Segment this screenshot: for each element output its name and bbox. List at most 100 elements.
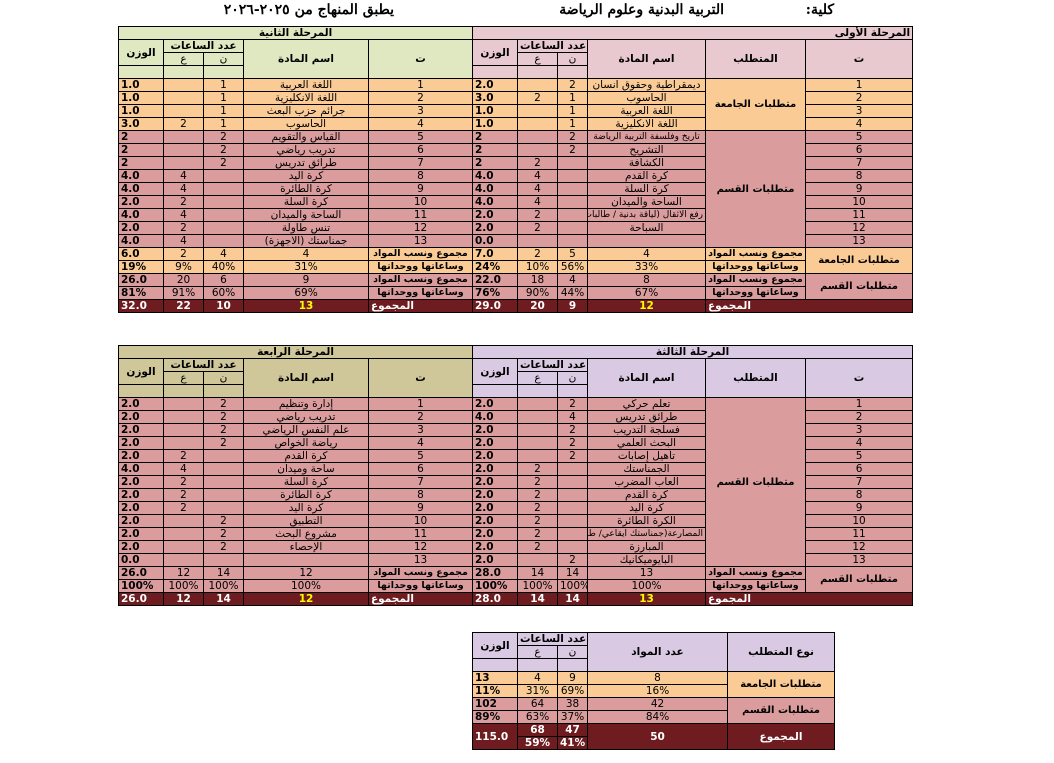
seq-header: ت xyxy=(804,358,914,398)
row-seq: 13 xyxy=(804,553,914,567)
row-seq: 8 xyxy=(804,488,914,502)
row-theory-hours: 1 xyxy=(557,104,588,118)
sum-label-line2: وساعاتها ووحداتها xyxy=(368,260,473,274)
practical-header: ع xyxy=(517,52,558,66)
row-seq: 9 xyxy=(367,501,474,515)
row-weight: 4.0 xyxy=(118,182,164,196)
requirement-header: المتطلب xyxy=(705,39,806,79)
row-theory-hours: 2 xyxy=(203,514,244,528)
summary-row: 26.0 12 14 12 مجموع ونسب المواد xyxy=(118,566,474,580)
theory-header: ن xyxy=(203,371,244,385)
row-weight: 2.0 xyxy=(472,78,518,92)
row-weight: 2.0 xyxy=(118,449,164,463)
total-practical: 20 xyxy=(517,299,558,313)
total-row: 28.0 14 14 13 المجموع xyxy=(472,592,914,606)
table-row: 2 2 تدريب رياضي 6 xyxy=(118,143,473,157)
row-subject-name: الساحة والميدان xyxy=(243,208,369,222)
sum-label-line1: مجموع ونسب المواد xyxy=(368,247,473,261)
row-weight: 2.0 xyxy=(472,488,518,502)
table-row: 1.0 1 اللغة العربية 1 xyxy=(118,78,473,92)
sum-practical: 9% xyxy=(163,260,204,274)
row-practical-hours xyxy=(517,234,558,248)
stage4-title: المرحلة الرابعة xyxy=(117,345,474,359)
total-theory: 9 xyxy=(557,299,588,313)
row-seq: 3 xyxy=(368,104,473,118)
row-practical-hours: 2 xyxy=(163,117,204,131)
row-subject-name: التشريح xyxy=(587,143,706,157)
table-row: 2.0 2 كرة القدم 8 xyxy=(472,488,914,502)
table-row: 1.0 1 اللغة العربية 3 xyxy=(472,104,914,118)
row-theory-hours: 2 xyxy=(557,553,588,567)
table-row: 2.0 2 كرة اليد 9 xyxy=(118,501,474,515)
row-subject-name: اللغة الانكليزية xyxy=(587,117,706,131)
table-row: 2.0 2 مشروع البحث 11 xyxy=(118,527,474,541)
row-practical-hours: 2 xyxy=(163,195,204,209)
sum-weight: 76% xyxy=(472,286,518,300)
summary-dept-theory: 38 xyxy=(557,697,588,711)
row-theory-hours xyxy=(557,527,588,541)
row-subject-name: إدارة وتنظيم xyxy=(243,397,369,411)
total-label: المجموع xyxy=(704,592,914,606)
total-theory: 14 xyxy=(557,592,588,606)
row-theory-hours: 1 xyxy=(203,104,244,118)
row-theory-hours: 1 xyxy=(557,91,588,105)
row-seq: 7 xyxy=(804,156,914,170)
row-theory-hours xyxy=(557,156,588,170)
summary-row: 26.0 20 6 9 مجموع ونسب المواد xyxy=(118,273,473,287)
sum-practical: 20 xyxy=(163,273,204,287)
row-seq: 5 xyxy=(367,449,474,463)
row-practical-hours xyxy=(163,91,204,105)
total-label: المجموع xyxy=(368,299,473,313)
sum-count: 31% xyxy=(243,260,369,274)
row-seq: 11 xyxy=(804,527,914,541)
table-row: 2.0 2 ديمقراطية وحقوق انسان متطلبات الجامعة… xyxy=(472,78,914,131)
row-subject-name: التطبيق xyxy=(243,514,369,528)
sum-theory: 6 xyxy=(203,273,244,287)
row-practical-hours: 4 xyxy=(163,234,204,248)
row-theory-hours: 2 xyxy=(557,423,588,437)
row-theory-hours: 2 xyxy=(203,410,244,424)
row-theory-hours: 4 xyxy=(557,410,588,424)
summary-univ-label: متطلبات الجامعة xyxy=(727,671,835,698)
row-subject-name: البايوميكانيك xyxy=(587,553,706,567)
seq-header: ت xyxy=(367,358,474,398)
row-theory-hours: 2 xyxy=(557,78,588,92)
row-subject-name: كرة السلة xyxy=(587,182,706,196)
sum-practical: 100% xyxy=(517,579,558,593)
row-practical-hours xyxy=(517,117,558,131)
row-seq: 9 xyxy=(804,501,914,515)
hours-header: عدد الساعات xyxy=(163,358,244,372)
row-theory-hours: 1 xyxy=(203,78,244,92)
subject-header: اسم المادة xyxy=(587,358,706,398)
row-theory-hours: 2 xyxy=(203,143,244,157)
total-label: المجموع xyxy=(367,592,474,606)
table-row: 2 2 طرائق تدريس 7 xyxy=(118,156,473,170)
stage3-table: المرحلة الثالثة الوزن عدد الساعات اسم ال… xyxy=(471,345,914,606)
table-row: 4.0 4 ساحة وميدان 6 xyxy=(118,462,474,476)
row-subject-name: الساحة والميدان xyxy=(587,195,706,209)
summary-total-weight: 115.0 xyxy=(472,723,518,750)
row-seq: 12 xyxy=(368,221,473,235)
table-row: 2.0 2 الجمناستك 6 xyxy=(472,462,914,476)
curriculum-applies-text: يطبق المنهاج من ٢٠٢٥-٢٠٢٦ xyxy=(223,2,394,18)
sum-practical: 100% xyxy=(163,579,204,593)
sum-count: 4 xyxy=(243,247,369,261)
row-subject-name: المصارعة(جمناستك ايقاعي/ طالبات) xyxy=(587,527,706,541)
row-theory-hours: 1 xyxy=(203,117,244,131)
table-row: 2.0 2 الإحصاء 12 xyxy=(118,540,474,554)
row-practical-hours xyxy=(163,514,204,528)
row-practical-hours xyxy=(163,104,204,118)
row-practical-hours: 4 xyxy=(517,182,558,196)
row-theory-hours: 2 xyxy=(557,397,588,411)
row-practical-hours: 2 xyxy=(517,156,558,170)
sum-dept-group-label: متطلبات القسم xyxy=(804,273,914,300)
row-subject-name: طرائق تدريس xyxy=(587,410,706,424)
row-seq: 7 xyxy=(804,475,914,489)
stage3-title: المرحلة الثالثة xyxy=(471,345,914,359)
table-row: 1.0 1 اللغة الانكليزية 4 xyxy=(472,117,914,131)
sum-label-line1: مجموع ونسب المواد xyxy=(705,247,806,261)
row-practical-hours: 2 xyxy=(517,514,558,528)
sum-theory: 60% xyxy=(203,286,244,300)
table-row: 4.0 4 كرة اليد 8 xyxy=(118,169,473,183)
row-theory-hours: 2 xyxy=(203,130,244,144)
